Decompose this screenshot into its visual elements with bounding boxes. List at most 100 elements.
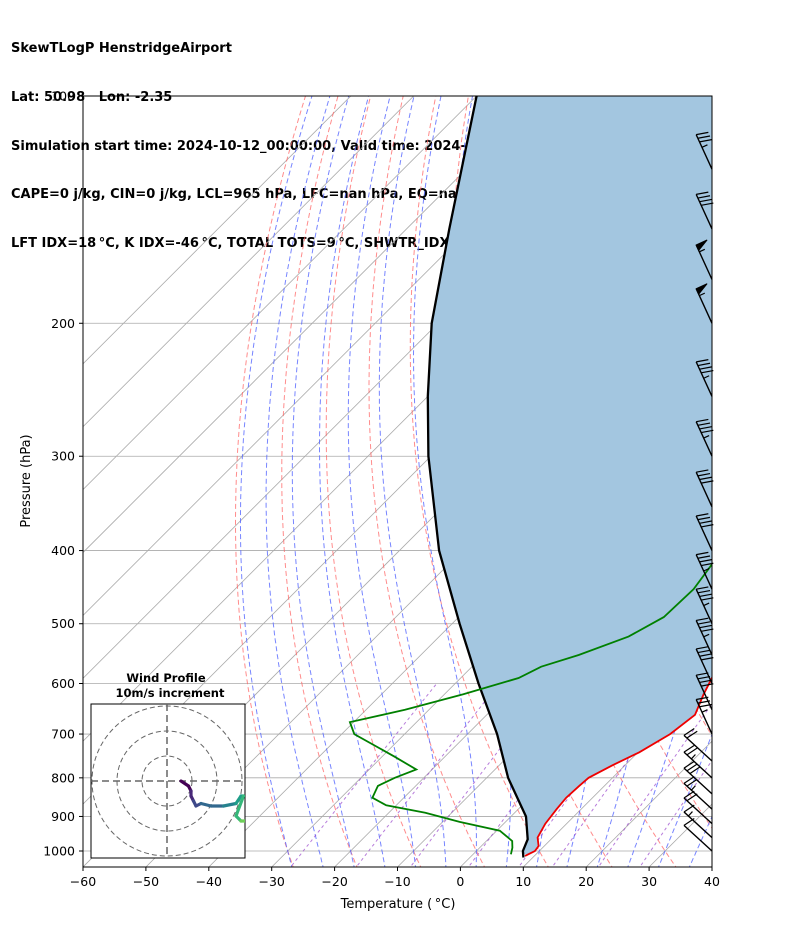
isotherm-line [83,96,414,428]
mixing-ratio-line [355,683,500,867]
isotherm-line [83,96,477,491]
barb-full [696,646,709,650]
y-tick-label: 100 [51,89,75,104]
hodograph-segment [234,794,245,818]
barb-shaft [695,134,713,170]
barb-full [697,135,711,139]
y-tick-label: 200 [51,316,75,331]
barb-shaft [695,361,713,397]
wind-barbs [683,131,714,852]
barb-full [696,617,709,622]
barb-shaft [695,554,713,590]
barb-shaft [695,588,713,625]
wind-barb [695,469,714,508]
y-tick-label: 1000 [43,844,75,859]
barb-half [701,144,708,148]
barb-half [690,754,696,760]
barb-shaft [695,674,713,711]
barb-full [696,551,709,556]
barb-full [701,369,714,374]
axes: −60 −50 −40 −30 −20 −10 0 10 20 30 40 1000 900 800 700… [43,89,720,890]
inset-subtitle: 10m/s increment [116,686,225,700]
wind-barb [695,513,714,551]
barb-full [696,131,709,136]
moist-adiabat [657,732,712,867]
barb-full [683,776,695,784]
barb-full [699,198,712,203]
barb-full [697,422,711,426]
barb-shaft [683,751,713,779]
barb-full [683,728,695,736]
barb-full [697,555,711,559]
barb-full [699,520,712,524]
barb-full [701,628,714,632]
barb-full [696,469,709,473]
y-tick-label: 700 [51,727,75,742]
isotherm-line [83,96,352,365]
barb-full [701,202,714,206]
wind-barb [683,790,713,825]
barb-shaft [695,699,713,735]
barb-full [686,763,698,772]
barb-full [683,760,695,769]
x-tick-label: 40 [704,874,720,889]
barb-full [699,593,712,598]
barb-full [701,562,714,567]
barb-full [696,418,709,423]
dewpoint-line [348,562,712,855]
moist-adiabat [240,96,313,867]
barb-full [696,359,709,363]
barb-full [697,621,711,625]
wind-barb [695,131,713,170]
moist-adiabat [319,96,386,867]
moist-adiabat [412,96,477,867]
barb-full [697,675,711,680]
isotherm-line [711,866,712,867]
x-axis-label: Temperature ( °C) [340,897,456,912]
x-tick-label: 0 [456,874,464,889]
isotherm-line [83,96,540,554]
wind-barb [683,776,713,810]
x-tick-label: −60 [70,874,96,889]
x-tick-label: −10 [384,874,410,889]
mixing-ratio-line [597,702,712,867]
barb-half [701,709,708,713]
hodograph-segment [221,801,238,808]
y-tick-label: 300 [51,449,75,464]
y-tick-label: 600 [51,676,75,691]
wind-barb [695,672,714,711]
barb-full [686,747,698,756]
dry-adiabat [281,96,358,867]
moist-adiabat [750,96,794,870]
barb-full [697,516,711,521]
barb-full [701,683,714,687]
barb-full [697,195,711,199]
x-tick-label: 10 [515,874,531,889]
parcel-profile-line [426,96,529,858]
moist-adiabat [719,96,794,870]
barb-shaft [683,797,713,825]
dry-adiabat [409,96,549,867]
wind-barb [695,586,714,625]
barb-shaft [683,734,713,762]
barb-full [696,672,709,676]
wind-profile-inset [90,703,246,859]
isotherm-line [334,489,712,867]
barb-full [686,793,698,802]
barb-pennant [695,239,708,252]
barb-full [686,730,698,739]
moist-adiabat [347,96,417,867]
barb-half [699,292,706,297]
y-tick-label: 400 [51,543,75,558]
x-tick-label: −40 [196,874,222,889]
barb-full [683,790,695,799]
y-tick-label: 500 [51,616,75,631]
dry-adiabat [728,79,794,870]
barb-half [687,811,693,817]
barb-full [683,744,695,753]
wind-barb [695,239,713,280]
dry-adiabat [235,96,307,867]
barb-full [696,191,709,195]
inset-plot-area [91,704,245,858]
